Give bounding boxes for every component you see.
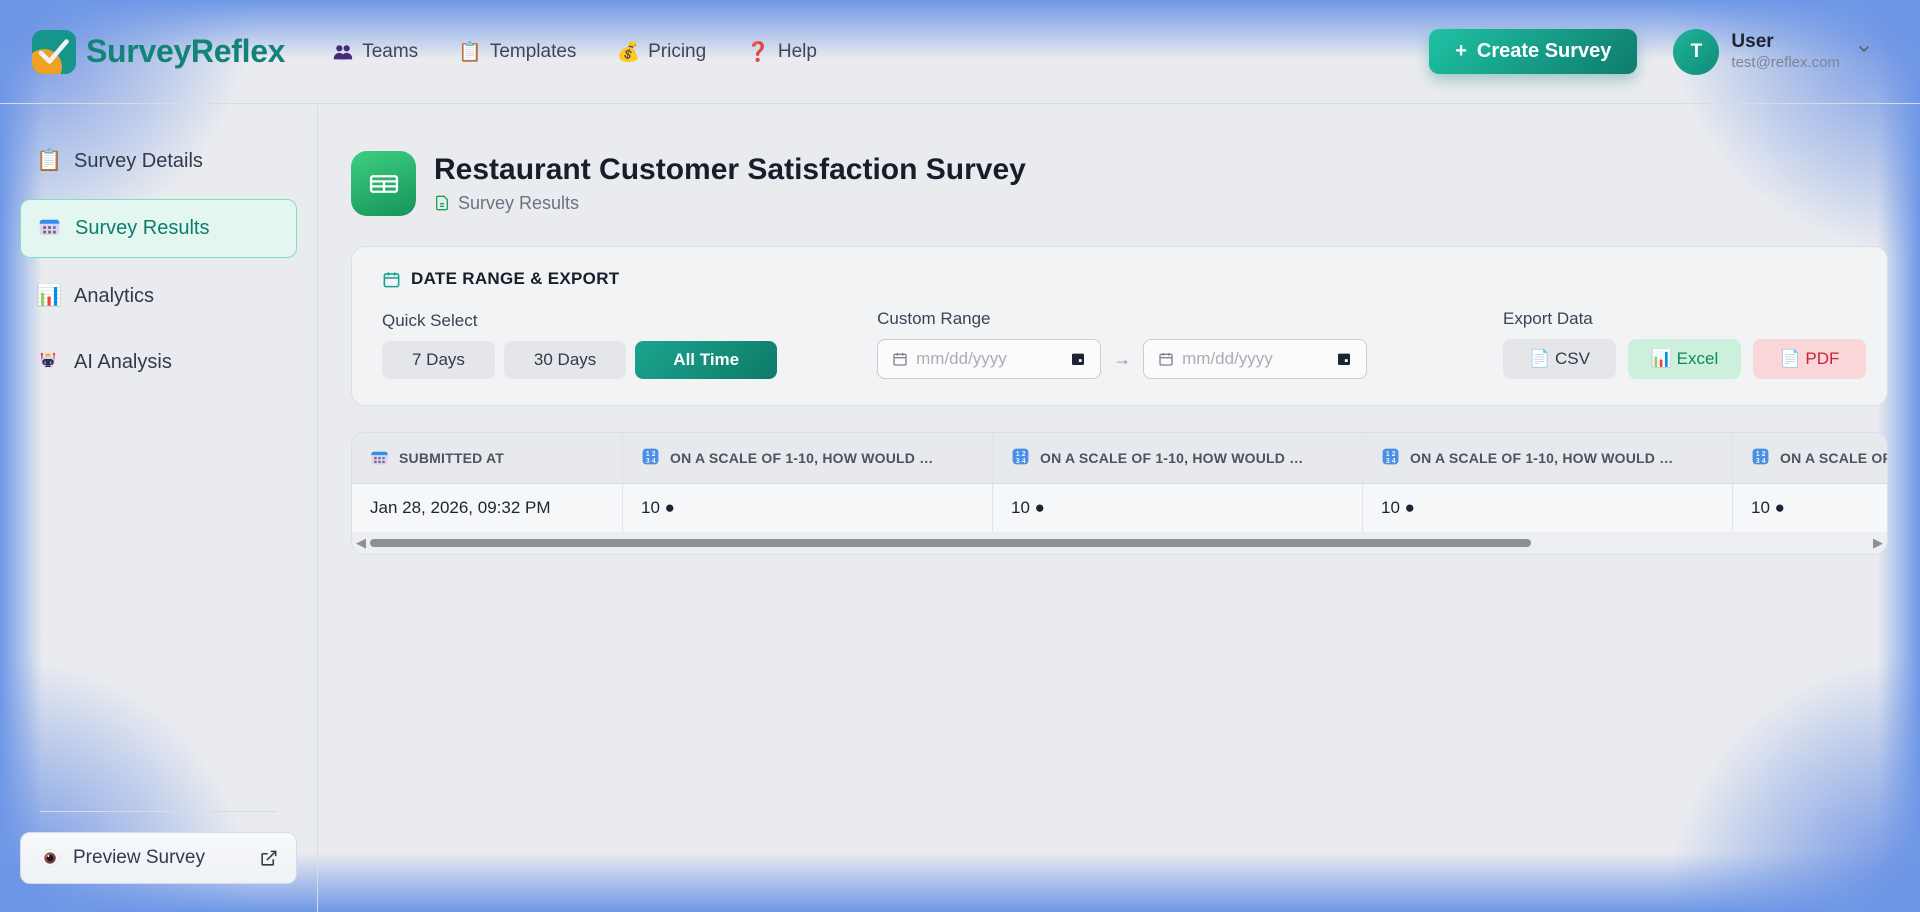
svg-text:1: 1	[1016, 451, 1020, 458]
svg-text:2: 2	[1762, 451, 1766, 458]
svg-text:3: 3	[1756, 458, 1760, 465]
svg-text:4: 4	[1762, 458, 1766, 465]
svg-text:2: 2	[1392, 451, 1396, 458]
svg-text:1: 1	[1386, 451, 1390, 458]
svg-text:3: 3	[1016, 458, 1020, 465]
svg-text:2: 2	[1022, 451, 1026, 458]
svg-text:3: 3	[646, 458, 650, 465]
svg-text:2: 2	[652, 451, 656, 458]
svg-text:1: 1	[646, 451, 650, 458]
svg-text:1: 1	[1756, 451, 1760, 458]
svg-text:4: 4	[1392, 458, 1396, 465]
svg-text:4: 4	[652, 458, 656, 465]
svg-text:3: 3	[1386, 458, 1390, 465]
svg-text:4: 4	[1022, 458, 1026, 465]
